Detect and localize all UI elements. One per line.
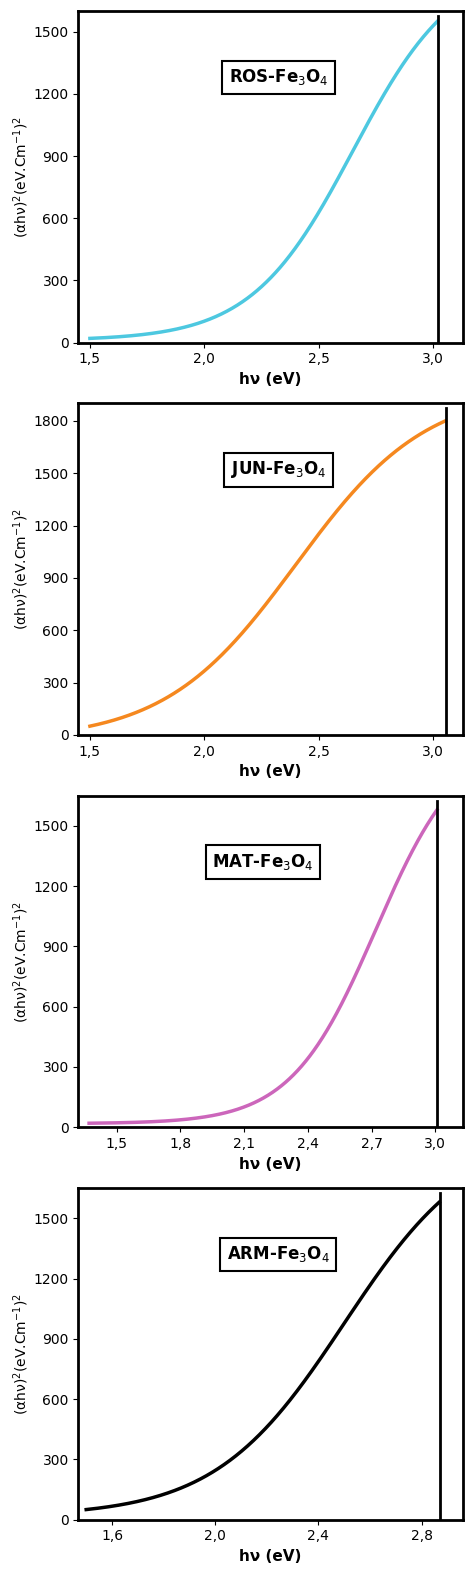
X-axis label: hν (eV): hν (eV) xyxy=(239,1156,302,1172)
Y-axis label: (αhν)$^2$(eV.Cm$^{-1}$)$^2$: (αhν)$^2$(eV.Cm$^{-1}$)$^2$ xyxy=(11,117,31,238)
X-axis label: hν (eV): hν (eV) xyxy=(239,764,302,780)
Text: ARM-Fe$_3$O$_4$: ARM-Fe$_3$O$_4$ xyxy=(227,1244,330,1265)
X-axis label: hν (eV): hν (eV) xyxy=(239,372,302,387)
Text: MAT-Fe$_3$O$_4$: MAT-Fe$_3$O$_4$ xyxy=(212,852,314,873)
Y-axis label: (αhν)$^2$(eV.Cm$^{-1}$)$^2$: (αhν)$^2$(eV.Cm$^{-1}$)$^2$ xyxy=(11,1293,31,1414)
Y-axis label: (αhν)$^2$(eV.Cm$^{-1}$)$^2$: (αhν)$^2$(eV.Cm$^{-1}$)$^2$ xyxy=(11,901,31,1022)
Text: JUN-Fe$_3$O$_4$: JUN-Fe$_3$O$_4$ xyxy=(231,460,326,480)
Text: ROS-Fe$_3$O$_4$: ROS-Fe$_3$O$_4$ xyxy=(228,68,328,87)
X-axis label: hν (eV): hν (eV) xyxy=(239,1548,302,1564)
Y-axis label: (αhν)$^2$(eV.Cm$^{-1}$)$^2$: (αhν)$^2$(eV.Cm$^{-1}$)$^2$ xyxy=(11,509,31,630)
